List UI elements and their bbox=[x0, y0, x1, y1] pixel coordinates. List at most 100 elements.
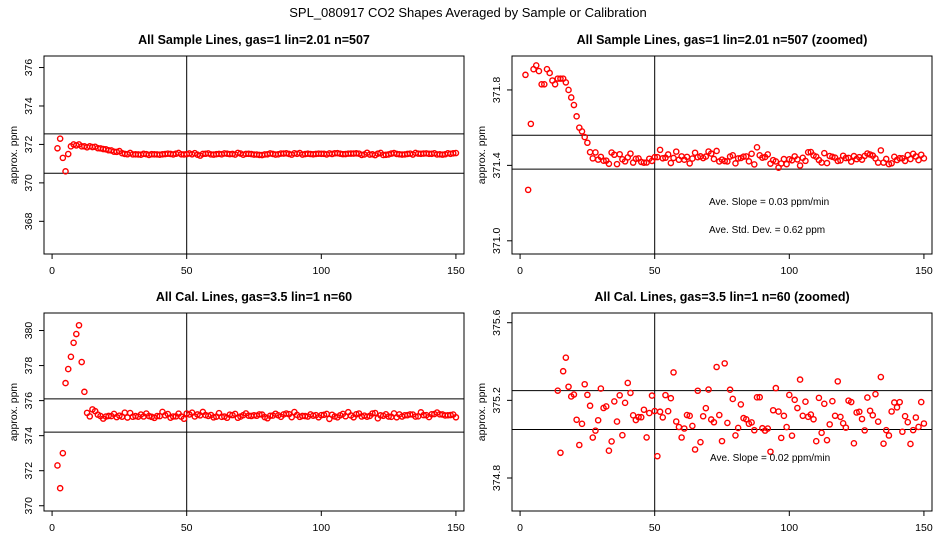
data-point bbox=[659, 154, 667, 162]
data-point bbox=[546, 69, 553, 77]
data-point bbox=[659, 414, 667, 421]
data-point bbox=[675, 423, 683, 431]
y-tick-label: 371.4 bbox=[491, 152, 503, 178]
data-point bbox=[234, 149, 242, 157]
data-point bbox=[842, 424, 850, 431]
data-point bbox=[869, 411, 877, 419]
data-point bbox=[904, 418, 912, 426]
data-point bbox=[837, 413, 844, 421]
data-point bbox=[858, 415, 866, 423]
data-point bbox=[812, 437, 820, 445]
data-point bbox=[629, 412, 637, 419]
data-point bbox=[705, 386, 712, 393]
y-tick-label: 378 bbox=[23, 357, 35, 375]
data-point bbox=[54, 144, 61, 152]
data-point bbox=[896, 398, 903, 406]
data-point bbox=[834, 378, 842, 385]
data-point bbox=[180, 415, 188, 423]
data-point bbox=[794, 404, 801, 412]
data-point bbox=[565, 383, 572, 391]
data-point bbox=[589, 155, 597, 162]
data-point bbox=[662, 391, 669, 399]
data-point bbox=[428, 411, 435, 418]
data-point bbox=[783, 423, 790, 431]
data-point bbox=[775, 408, 782, 415]
data-point bbox=[796, 162, 804, 169]
x-tick-label: 100 bbox=[781, 265, 799, 277]
data-point bbox=[745, 158, 753, 165]
data-point bbox=[86, 413, 94, 420]
data-point bbox=[73, 330, 80, 338]
data-point bbox=[578, 128, 586, 135]
data-point bbox=[67, 353, 75, 361]
data-point bbox=[567, 94, 575, 101]
data-point bbox=[621, 399, 629, 407]
data-point bbox=[62, 379, 69, 387]
data-point bbox=[896, 154, 903, 162]
data-point bbox=[412, 413, 419, 420]
data-point bbox=[713, 363, 720, 371]
data-point bbox=[737, 401, 745, 408]
data-point bbox=[823, 159, 831, 167]
data-point bbox=[573, 416, 580, 424]
data-point bbox=[541, 80, 548, 88]
data-point bbox=[842, 154, 850, 162]
data-point bbox=[786, 391, 793, 399]
data-point bbox=[699, 412, 707, 420]
y-tick-label: 374.8 bbox=[491, 465, 503, 491]
data-point bbox=[802, 398, 809, 406]
figure-title: SPL_080917 CO2 Shapes Averaged by Sample… bbox=[289, 5, 647, 20]
data-point bbox=[619, 431, 626, 439]
panel-title-4: All Cal. Lines, gas=3.5 lin=1 n=60 (zoom… bbox=[594, 290, 849, 304]
data-point bbox=[724, 419, 731, 427]
data-point bbox=[654, 452, 661, 460]
x-tick-label: 0 bbox=[517, 522, 523, 534]
data-point bbox=[748, 150, 755, 158]
data-point bbox=[821, 400, 828, 408]
annotation-text: Ave. Std. Dev. = 0.62 ppm bbox=[709, 225, 825, 236]
annotation-text: Ave. Slope = 0.02 ppm/min bbox=[710, 453, 830, 464]
data-point bbox=[358, 151, 365, 159]
data-point bbox=[532, 62, 540, 69]
y-tick-label: 371.0 bbox=[491, 228, 503, 254]
data-point bbox=[847, 398, 855, 406]
data-point bbox=[616, 150, 623, 158]
data-point bbox=[847, 158, 855, 165]
data-point bbox=[581, 133, 588, 141]
data-point bbox=[807, 411, 815, 418]
data-point bbox=[586, 402, 594, 410]
data-point bbox=[640, 159, 648, 166]
data-point bbox=[605, 160, 613, 168]
data-point bbox=[732, 432, 739, 439]
data-point bbox=[562, 79, 570, 86]
data-point bbox=[718, 437, 726, 445]
data-point bbox=[920, 420, 928, 427]
data-point bbox=[810, 415, 817, 423]
data-point bbox=[670, 369, 677, 376]
data-point bbox=[551, 80, 559, 88]
data-point bbox=[740, 153, 747, 160]
data-point bbox=[535, 67, 543, 75]
x-tick-label: 50 bbox=[649, 522, 661, 534]
x-tick-label: 150 bbox=[915, 265, 933, 277]
data-point bbox=[613, 160, 621, 168]
data-point bbox=[616, 391, 623, 399]
data-point bbox=[882, 426, 890, 434]
data-point bbox=[648, 392, 656, 399]
data-point bbox=[371, 409, 379, 417]
data-point bbox=[764, 151, 772, 158]
data-point bbox=[710, 155, 718, 163]
data-point bbox=[724, 158, 731, 165]
x-tick-label: 100 bbox=[781, 522, 799, 534]
data-point bbox=[570, 101, 578, 109]
y-tick-label: 376 bbox=[23, 392, 35, 410]
data-point bbox=[831, 412, 839, 420]
data-point bbox=[823, 436, 831, 444]
data-point bbox=[753, 394, 761, 401]
data-point bbox=[681, 425, 688, 432]
data-point bbox=[729, 395, 737, 403]
data-point bbox=[753, 144, 761, 151]
data-point bbox=[153, 412, 161, 420]
data-point bbox=[686, 160, 693, 167]
y-tick-label: 375.2 bbox=[491, 387, 503, 413]
